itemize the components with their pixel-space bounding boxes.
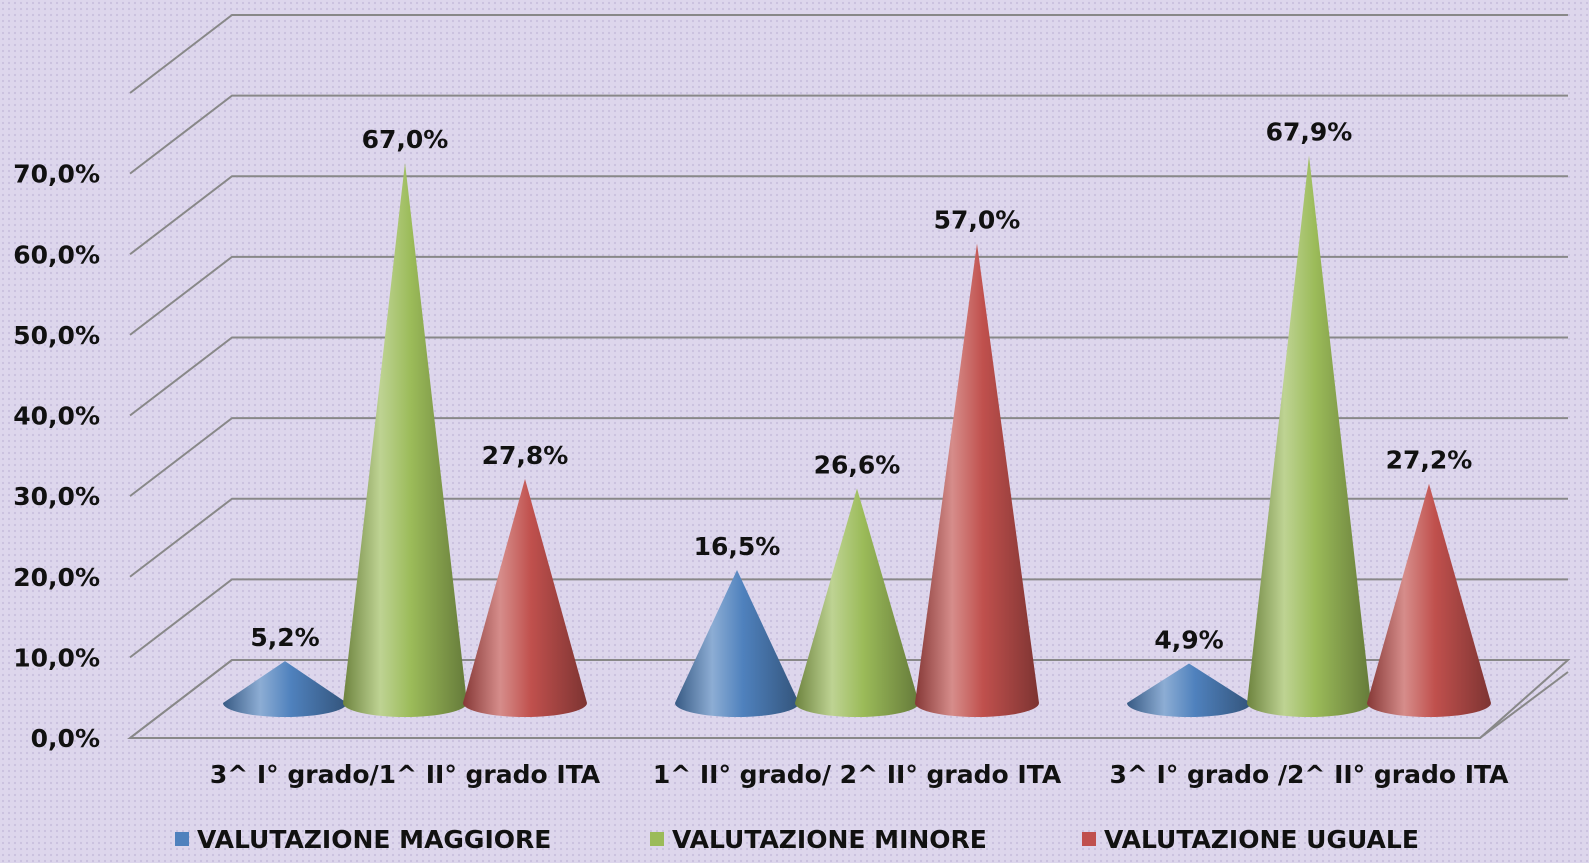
data-label: 67,0% — [362, 125, 449, 154]
legend-label: VALUTAZIONE UGUALE — [1104, 825, 1419, 854]
cone — [795, 488, 919, 717]
y-tick-label: 50,0% — [13, 321, 100, 350]
data-label: 16,5% — [694, 532, 781, 561]
cone — [343, 162, 467, 717]
cone — [1247, 155, 1371, 717]
side-edge — [1479, 671, 1569, 739]
y-tick-label: 30,0% — [13, 482, 100, 511]
x-tick-label: 3^ I° grado /2^ II° grado ITA — [1109, 760, 1509, 789]
back-wall-top — [129, 14, 1568, 94]
y-tick-label: 70,0% — [13, 160, 100, 189]
cone — [1127, 663, 1251, 717]
data-label: 27,8% — [482, 441, 569, 470]
grid-line — [129, 659, 1568, 739]
cone — [915, 243, 1039, 717]
grid-line — [129, 255, 1568, 336]
cone — [463, 478, 587, 717]
data-label: 57,0% — [934, 205, 1021, 234]
legend-label: VALUTAZIONE MAGGIORE — [197, 825, 551, 854]
x-tick-label: 1^ II° grado/ 2^ II° grado ITA — [653, 760, 1062, 789]
cone — [675, 569, 799, 717]
grid-line — [129, 175, 1568, 256]
data-label: 5,2% — [250, 623, 319, 652]
y-tick-label: 60,0% — [13, 240, 100, 269]
grid-line — [129, 578, 1568, 659]
data-label: 67,9% — [1266, 118, 1353, 147]
data-label: 26,6% — [814, 451, 901, 480]
legend-label: VALUTAZIONE MINORE — [672, 825, 987, 854]
grid-line — [129, 497, 1568, 578]
y-tick-label: 0,0% — [31, 724, 100, 753]
cone — [223, 661, 347, 717]
cone — [1367, 483, 1491, 717]
grid-line — [129, 417, 1568, 497]
legend-swatch — [175, 832, 189, 846]
grid-line — [129, 336, 1568, 417]
y-tick-label: 20,0% — [13, 563, 100, 592]
legend-swatch — [1082, 832, 1096, 846]
x-tick-label: 3^ I° grado/1^ II° grado ITA — [210, 760, 601, 789]
grid-line — [129, 94, 1568, 175]
y-tick-label: 40,0% — [13, 402, 100, 431]
data-label: 27,2% — [1386, 446, 1473, 475]
y-tick-label: 10,0% — [13, 643, 100, 672]
data-label: 4,9% — [1154, 625, 1223, 654]
legend-swatch — [650, 832, 664, 846]
